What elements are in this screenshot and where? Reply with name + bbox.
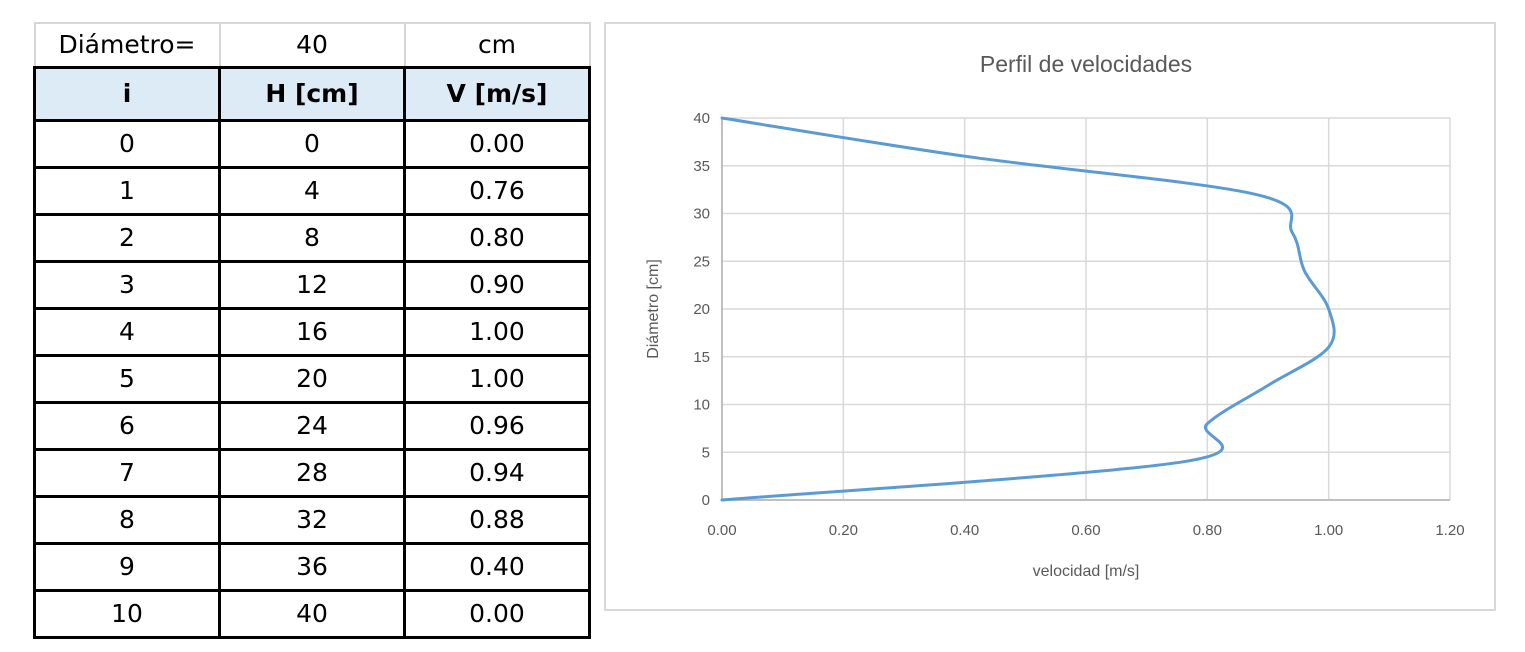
table-row: 2 8 0.80: [33, 213, 591, 263]
y-tick-label: 25: [693, 253, 710, 270]
table-row: 3 12 0.90: [33, 260, 591, 310]
cell-v[interactable]: 0.94: [403, 448, 591, 498]
cell-h[interactable]: 0: [218, 119, 406, 169]
cell-i[interactable]: 1: [33, 166, 221, 216]
table-row: 7 28 0.94: [33, 448, 591, 498]
x-tick-label: 1.00: [1314, 522, 1343, 539]
y-tick-label: 0: [702, 492, 710, 509]
table-row: 8 32 0.88: [33, 495, 591, 545]
x-tick-label: 0.60: [1071, 522, 1100, 539]
x-tick-label: 0.40: [950, 522, 979, 539]
table-row: 9 36 0.40: [33, 542, 591, 592]
cell-h[interactable]: 12: [218, 260, 406, 310]
cell-h[interactable]: 24: [218, 401, 406, 451]
y-tick-label: 20: [693, 301, 710, 318]
cell-v[interactable]: 0.40: [403, 542, 591, 592]
table-row: 4 16 1.00: [33, 307, 591, 357]
cell-i[interactable]: 8: [33, 495, 221, 545]
header-i[interactable]: i: [33, 66, 221, 122]
x-tick-label: 0.20: [829, 522, 858, 539]
velocity-profile-line: [720, 116, 1336, 502]
table-row: 5 20 1.00: [33, 354, 591, 404]
cell-h[interactable]: 36: [218, 542, 406, 592]
table-row: 10 40 0.00: [33, 589, 591, 639]
diameter-row: Diámetro= 40 cm: [33, 22, 591, 69]
cell-v[interactable]: 0.00: [403, 119, 591, 169]
chart-canvas: 0.00 0.20 0.40 0.60 0.80 1.00 1.20 0 5 10 15 20 25 30…: [645, 51, 1465, 580]
x-tick-label: 1.20: [1435, 522, 1464, 539]
cell-v[interactable]: 0.96: [403, 401, 591, 451]
cell-i[interactable]: 3: [33, 260, 221, 310]
header-row: i H [cm] V [m/s]: [33, 66, 591, 122]
chart-title: Perfil de velocidades: [980, 51, 1192, 77]
velocity-profile-chart[interactable]: 0.00 0.20 0.40 0.60 0.80 1.00 1.20 0 5 10 15 20 25 30…: [604, 22, 1496, 611]
cell-i[interactable]: 4: [33, 307, 221, 357]
cell-v[interactable]: 0.80: [403, 213, 591, 263]
y-tick-label: 35: [693, 158, 710, 175]
cell-v[interactable]: 0.88: [403, 495, 591, 545]
cell-i[interactable]: 5: [33, 354, 221, 404]
y-tick-label: 30: [693, 206, 710, 223]
cell-v[interactable]: 0.76: [403, 166, 591, 216]
cell-h[interactable]: 28: [218, 448, 406, 498]
cell-i[interactable]: 10: [33, 589, 221, 639]
cell-v[interactable]: 0.90: [403, 260, 591, 310]
cell-h[interactable]: 8: [218, 213, 406, 263]
cell-i[interactable]: 9: [33, 542, 221, 592]
cell-v[interactable]: 1.00: [403, 307, 591, 357]
header-h[interactable]: H [cm]: [218, 66, 406, 122]
x-tick-label: 0.80: [1193, 522, 1222, 539]
cell-h[interactable]: 16: [218, 307, 406, 357]
table-row: 1 4 0.76: [33, 166, 591, 216]
header-v[interactable]: V [m/s]: [403, 66, 591, 122]
y-tick-label: 40: [693, 110, 710, 127]
table-row: 6 24 0.96: [33, 401, 591, 451]
cell-h[interactable]: 32: [218, 495, 406, 545]
diameter-unit[interactable]: cm: [403, 22, 591, 69]
cell-h[interactable]: 40: [218, 589, 406, 639]
cell-i[interactable]: 2: [33, 213, 221, 263]
x-axis-title: velocidad [m/s]: [1033, 563, 1140, 580]
table-row: 0 0 0.00: [33, 119, 591, 169]
y-tick-label: 5: [702, 444, 710, 461]
cell-v[interactable]: 1.00: [403, 354, 591, 404]
y-axis-title: Diámetro [cm]: [645, 259, 662, 359]
cell-i[interactable]: 0: [33, 119, 221, 169]
cell-v[interactable]: 0.00: [403, 589, 591, 639]
cell-h[interactable]: 4: [218, 166, 406, 216]
cell-i[interactable]: 7: [33, 448, 221, 498]
cell-i[interactable]: 6: [33, 401, 221, 451]
velocity-table: Diámetro= 40 cm i H [cm] V [m/s] 0 0 0.00 1…: [33, 22, 591, 639]
y-tick-label: 15: [693, 349, 710, 366]
cell-h[interactable]: 20: [218, 354, 406, 404]
diameter-value[interactable]: 40: [218, 22, 406, 69]
y-tick-label: 10: [693, 397, 710, 414]
x-tick-label: 0.00: [707, 522, 736, 539]
diameter-label[interactable]: Diámetro=: [33, 22, 221, 69]
